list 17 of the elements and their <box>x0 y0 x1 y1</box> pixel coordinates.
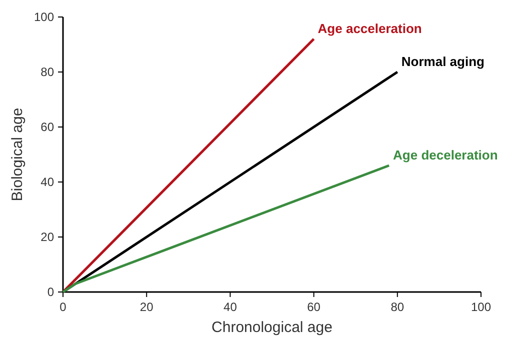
series-label: Age acceleration <box>318 21 422 36</box>
y-tick-label: 60 <box>40 120 54 134</box>
x-tick-label: 80 <box>390 300 404 314</box>
x-tick-label: 20 <box>140 300 154 314</box>
y-tick-label: 20 <box>40 230 54 244</box>
series-label: Normal aging <box>401 54 485 69</box>
x-tick-label: 60 <box>307 300 321 314</box>
y-tick-label: 80 <box>40 65 54 79</box>
x-tick-label: 0 <box>60 300 67 314</box>
x-tick-label: 40 <box>224 300 238 314</box>
y-tick-label: 0 <box>47 285 54 299</box>
y-tick-label: 40 <box>40 175 54 189</box>
series-label: Age deceleration <box>393 148 498 162</box>
y-tick-label: 100 <box>34 10 54 24</box>
x-axis-title: Chronological age <box>212 319 332 336</box>
y-axis-title: Biological age <box>9 108 26 202</box>
x-tick-label: 100 <box>470 300 492 314</box>
